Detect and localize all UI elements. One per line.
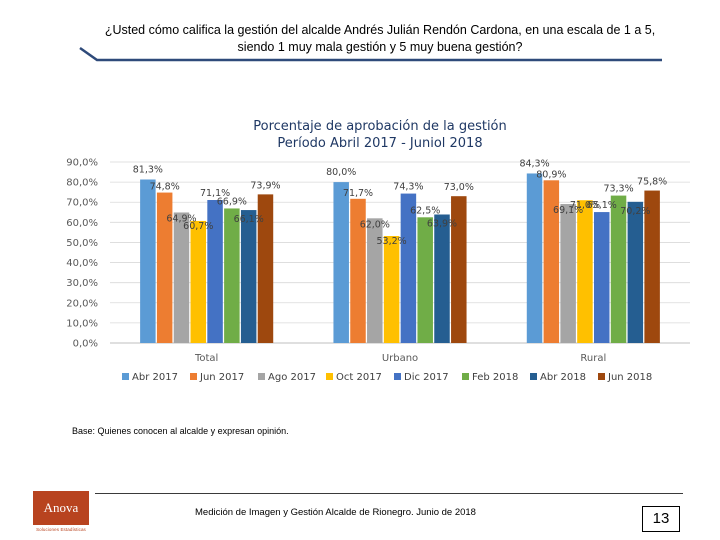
bar [593,212,610,343]
legend-swatch [326,373,333,380]
chart-subtitle: Período Abril 2017 - Juniol 2018 [277,136,482,151]
legend: Abr 2017 Jun 2017 Ago 2017 Oct 2017 Dic 2017… [122,372,652,383]
bar [173,212,190,343]
legend-swatch [394,373,401,380]
logo-name: Anova [43,500,79,515]
data-labels: 81,3% 74,8% 64,9%60,7% 71,1%66,9% 66,1% 73,9%… [133,158,667,247]
y-tick-label: 50,0% [66,238,98,249]
data-label: 71,7% [343,188,373,199]
data-label: 53,2% [377,236,407,247]
y-tick-label: 80,0% [66,178,98,189]
bar [350,198,366,343]
y-tick-label: 90,0% [66,158,98,169]
data-label: 81,3% [133,164,163,175]
legend-label: Dic 2017 [404,372,449,383]
y-tick-label: 40,0% [66,258,98,269]
company-logo: Anova Soluciones Estadísticas [33,491,89,535]
bar [451,196,467,343]
data-label: 73,9% [250,180,280,191]
logo-box: Anova [33,491,89,525]
footer-divider [95,493,683,494]
data-label: 65,1% [587,200,617,211]
legend-swatch [530,373,537,380]
bar [224,208,240,343]
footer-source: Medición de Imagen y Gestión Alcalde de … [195,507,476,518]
bar [207,200,223,343]
base-note: Base: Quienes conocen al alcalde y expre… [72,426,289,436]
bar [190,220,207,343]
data-label: 66,9% [217,196,247,207]
bar [257,194,274,343]
bar [577,200,593,343]
gridlines [110,161,690,344]
bar [367,218,383,343]
legend-swatch [598,373,605,380]
legend-swatch [462,373,469,380]
legend-swatch [258,373,265,380]
page-number: 13 [642,506,680,532]
data-label: 60,7% [183,221,213,232]
data-label: 75,8% [637,177,667,188]
data-label: 70,2% [620,206,650,217]
data-label: 71,0% [570,200,600,211]
bar [417,217,433,343]
title-underline [79,46,662,62]
bar [140,179,156,343]
data-label: 64,9% [166,213,196,224]
bar [543,180,560,343]
data-label: 63,9% [427,218,457,229]
y-tick-label: 70,0% [66,198,98,209]
legend-label: Jun 2018 [607,372,652,383]
legend-label: Oct 2017 [336,372,382,383]
chart-title: Porcentaje de aprobación de la gestión [253,119,507,134]
x-tick-label: Urbano [382,353,418,364]
y-tick-label: 20,0% [66,298,98,309]
x-axis-ticks: Total Urbano Rural [194,353,606,364]
x-tick-label: Total [194,353,218,364]
slide-question: ¿Usted cómo califica la gestión del alca… [104,23,656,54]
data-label: 73,3% [603,184,633,195]
data-label: 84,3% [519,158,549,169]
bar [156,192,173,343]
bar [560,204,576,343]
legend-label: Abr 2018 [540,372,586,383]
bar [333,182,349,343]
data-label: 74,3% [393,182,423,193]
data-label: 66,1% [234,214,264,225]
bar [400,193,417,343]
data-label: 62,5% [410,205,440,216]
bar [627,201,644,343]
legend-swatch [122,373,129,380]
legend-label: Jun 2017 [199,372,244,383]
data-label: 71,1% [200,188,230,199]
legend-swatch [190,373,197,380]
y-tick-label: 10,0% [66,318,98,329]
bar [610,195,627,343]
y-tick-label: 0,0% [73,339,98,350]
data-label: 74,8% [150,182,180,193]
legend-label: Abr 2017 [132,372,178,383]
logo-tagline: Soluciones Estadísticas [36,527,86,532]
data-label: 80,9% [536,169,566,180]
y-tick-label: 60,0% [66,218,98,229]
legend-label: Ago 2017 [268,372,316,383]
x-tick-label: Rural [580,353,606,364]
data-label: 73,0% [444,182,474,193]
bar [526,173,543,343]
y-axis-ticks: 0,0% 10,0% 20,0% 30,0% 40,0% 50,0% 60,0% 70,0% 8… [66,158,98,350]
bar [644,190,660,343]
y-tick-label: 30,0% [66,278,98,289]
bar [383,236,400,343]
data-label: 69,1% [553,205,583,216]
data-label: 80,0% [326,167,356,178]
data-label: 62,0% [360,219,390,230]
bar [434,214,450,343]
bar [240,210,257,343]
legend-label: Feb 2018 [472,372,518,383]
bars [140,173,660,343]
